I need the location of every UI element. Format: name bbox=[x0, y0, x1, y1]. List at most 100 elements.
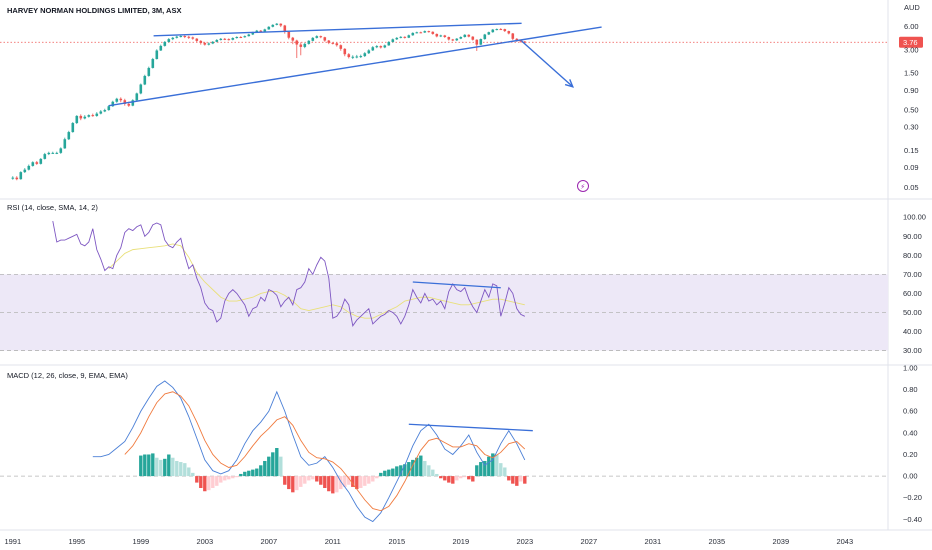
candle-body bbox=[523, 41, 527, 43]
candle-body bbox=[55, 152, 59, 154]
macd-histogram-bar bbox=[391, 468, 395, 477]
macd-histogram-bar bbox=[479, 462, 483, 477]
candle-body bbox=[479, 39, 483, 45]
candle-body bbox=[451, 39, 455, 41]
candle-body bbox=[391, 39, 395, 42]
candle-body bbox=[75, 115, 79, 124]
candle-body bbox=[367, 50, 371, 54]
candle-body bbox=[79, 115, 83, 119]
macd-signal-line bbox=[124, 391, 526, 512]
macd-axis-tick-label: −0.20 bbox=[903, 493, 922, 502]
macd-histogram-bar bbox=[199, 476, 203, 488]
macd-histogram-bar bbox=[419, 455, 423, 477]
price-axis-tick-label: 1.50 bbox=[904, 69, 919, 78]
macd-axis-tick-label: 0.40 bbox=[903, 428, 918, 437]
candle-body bbox=[19, 172, 23, 180]
candle-body bbox=[439, 35, 443, 37]
candle-body bbox=[275, 23, 279, 25]
time-axis-tick-label: 2043 bbox=[836, 537, 853, 546]
macd-histogram-bar bbox=[359, 476, 363, 488]
candle-body bbox=[163, 41, 167, 46]
candle-body bbox=[43, 154, 47, 159]
macd-histogram-bar bbox=[355, 476, 359, 490]
macd-histogram-bar bbox=[207, 476, 211, 491]
candle-body bbox=[455, 38, 459, 41]
macd-histogram-bar bbox=[399, 465, 403, 477]
lightning-bolt-icon-glyph: ⚡ bbox=[580, 183, 585, 191]
macd-histogram-bar bbox=[511, 476, 515, 484]
macd-histogram-bar bbox=[411, 459, 415, 477]
candle-body bbox=[315, 36, 319, 38]
price-axis-tick-label: 0.15 bbox=[904, 146, 919, 155]
candle-body bbox=[339, 45, 343, 49]
candle-body bbox=[207, 43, 211, 45]
candle-body bbox=[47, 152, 51, 155]
candle-body bbox=[63, 139, 67, 149]
macd-histogram-bar bbox=[487, 456, 491, 477]
macd-histogram-bar bbox=[367, 476, 371, 484]
rsi-axis-tick-label: 60.00 bbox=[903, 289, 922, 298]
macd-histogram-bar bbox=[375, 476, 379, 479]
macd-axis-tick-label: −0.40 bbox=[903, 515, 922, 524]
macd-histogram-bar bbox=[343, 476, 347, 487]
price-axis-tick-label: 0.90 bbox=[904, 86, 919, 95]
macd-histogram-bar bbox=[159, 459, 163, 477]
time-axis-tick-label: 1999 bbox=[132, 537, 149, 546]
candle-body bbox=[467, 34, 471, 37]
macd-histogram-bar bbox=[471, 476, 475, 482]
macd-axis-tick-label: 0.60 bbox=[903, 407, 918, 416]
candle-body bbox=[131, 100, 135, 106]
macd-histogram-bar bbox=[327, 476, 331, 492]
macd-histogram-bar bbox=[507, 476, 511, 481]
candle-body bbox=[103, 110, 107, 112]
macd-histogram-bar bbox=[467, 476, 471, 480]
macd-histogram-bar bbox=[515, 476, 519, 486]
candle-body bbox=[351, 56, 355, 58]
candle-body bbox=[11, 177, 15, 179]
macd-histogram-bar bbox=[371, 476, 375, 482]
time-axis-tick-label: 2003 bbox=[196, 537, 213, 546]
candle-body bbox=[291, 37, 295, 41]
candle-body bbox=[355, 56, 359, 58]
candle-body bbox=[387, 41, 391, 46]
macd-histogram-bar bbox=[319, 476, 323, 485]
candle-body bbox=[67, 132, 71, 140]
candle-body bbox=[363, 53, 367, 57]
candle-body bbox=[483, 34, 487, 40]
time-axis-tick-label: 2019 bbox=[452, 537, 469, 546]
candle-body bbox=[427, 31, 431, 33]
macd-histogram-bar bbox=[175, 460, 179, 477]
macd-histogram-bar bbox=[335, 476, 339, 493]
candle-body bbox=[187, 36, 191, 38]
candle-body bbox=[375, 46, 379, 48]
macd-histogram-bar bbox=[171, 457, 175, 477]
macd-histogram-bar bbox=[483, 460, 487, 477]
projection-arrow-line bbox=[521, 40, 574, 88]
macd-histogram-bar bbox=[279, 456, 283, 477]
time-axis-tick-label: 2031 bbox=[644, 537, 661, 546]
macd-histogram-bar bbox=[311, 476, 315, 480]
macd-histogram-bar bbox=[263, 460, 267, 477]
rsi-line bbox=[52, 220, 525, 327]
rsi-axis-tick-label: 100.00 bbox=[903, 213, 926, 222]
candle-body bbox=[83, 116, 87, 119]
candle-body bbox=[219, 38, 223, 40]
candle-body bbox=[311, 37, 315, 41]
candle-body bbox=[415, 32, 419, 34]
macd-histogram-bar bbox=[271, 452, 275, 477]
rsi-axis-tick-label: 50.00 bbox=[903, 308, 922, 317]
candle-body bbox=[519, 40, 523, 42]
macd-histogram-bar bbox=[331, 476, 335, 494]
marks-layer bbox=[11, 22, 923, 523]
macd-histogram-bar bbox=[247, 470, 251, 477]
candle-body bbox=[203, 43, 207, 45]
macd-histogram-bar bbox=[223, 476, 227, 481]
candle-body bbox=[295, 40, 299, 45]
candle-body bbox=[399, 36, 403, 38]
macd-histogram-bar bbox=[495, 454, 499, 477]
candle-body bbox=[507, 31, 511, 34]
macd-histogram-bar bbox=[163, 458, 167, 477]
candle-body bbox=[115, 98, 119, 102]
rsi-axis-tick-label: 40.00 bbox=[903, 327, 922, 336]
